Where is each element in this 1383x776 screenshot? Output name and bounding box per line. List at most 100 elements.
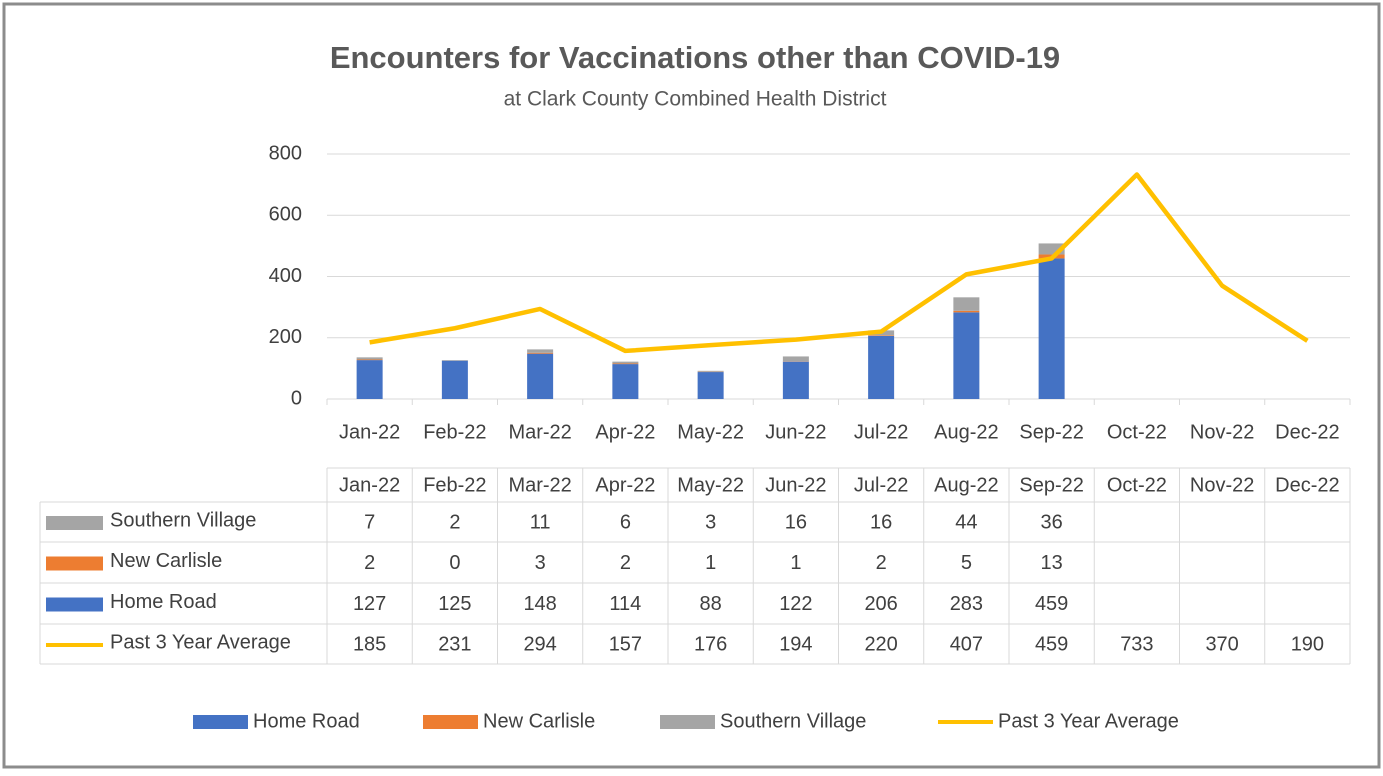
- table-cell: 1: [790, 552, 801, 574]
- x-tick-label: Apr-22: [595, 421, 655, 443]
- table-cell: 370: [1205, 633, 1238, 655]
- bar-segment: [442, 360, 468, 361]
- table-row-label: Past 3 Year Average: [110, 631, 291, 653]
- table-cell: 16: [785, 511, 807, 533]
- table-cell: 6: [620, 511, 631, 533]
- table-cell: 206: [864, 593, 897, 615]
- table-header: Jun-22: [765, 474, 826, 496]
- bar-segment: [357, 359, 383, 360]
- table-cell: 7: [364, 511, 375, 533]
- x-tick-label: May-22: [677, 421, 744, 443]
- table-header: May-22: [677, 474, 744, 496]
- x-tick-label: Mar-22: [508, 421, 571, 443]
- table-cell: 2: [449, 511, 460, 533]
- table-cell: 16: [870, 511, 892, 533]
- table-cell: 194: [779, 633, 812, 655]
- table-header: Mar-22: [508, 474, 571, 496]
- bar-segment: [783, 362, 809, 399]
- table-cell: 190: [1291, 633, 1324, 655]
- table-header: Jan-22: [339, 474, 400, 496]
- legend-label: Home Road: [253, 710, 360, 732]
- table-cell: 157: [609, 633, 642, 655]
- y-tick-label: 400: [269, 265, 302, 287]
- table-row-label: New Carlisle: [110, 550, 222, 572]
- table-cell: 2: [364, 552, 375, 574]
- table-header: Sep-22: [1019, 474, 1084, 496]
- x-tick-label: Dec-22: [1275, 421, 1339, 443]
- bar-segment: [868, 336, 894, 399]
- table-cell: 36: [1041, 511, 1063, 533]
- table-cell: 114: [609, 593, 641, 615]
- legend-label: Past 3 Year Average: [998, 710, 1179, 732]
- bar-segment: [698, 371, 724, 372]
- table-legend-key: [46, 557, 103, 571]
- bar-segment: [783, 356, 809, 361]
- table-cell: 407: [950, 633, 983, 655]
- table-cell: 283: [950, 593, 983, 615]
- x-tick-label: Jun-22: [765, 421, 826, 443]
- bar-segment: [357, 360, 383, 399]
- table-header: Feb-22: [423, 474, 486, 496]
- table-row-label: Home Road: [110, 591, 217, 613]
- bar-segment: [612, 362, 638, 364]
- table-cell: 122: [779, 593, 812, 615]
- x-tick-label: Feb-22: [423, 421, 486, 443]
- y-tick-label: 600: [269, 204, 302, 226]
- x-tick-label: Sep-22: [1019, 421, 1084, 443]
- chart-title: Encounters for Vaccinations other than C…: [330, 40, 1060, 75]
- legend-key: [423, 715, 478, 729]
- bar-segment: [1039, 258, 1065, 399]
- table-header: Aug-22: [934, 474, 999, 496]
- table-cell: 1: [705, 552, 716, 574]
- table-legend-key: [46, 516, 103, 530]
- table-cell: 2: [620, 552, 631, 574]
- table-cell: 733: [1120, 633, 1153, 655]
- bar-segment: [612, 363, 638, 364]
- table-cell: 176: [694, 633, 727, 655]
- legend-key: [660, 715, 715, 729]
- bar-segment: [953, 297, 979, 310]
- chart-subtitle: at Clark County Combined Health District: [504, 88, 887, 111]
- table-cell: 5: [961, 552, 972, 574]
- table-cell: 2: [876, 552, 887, 574]
- table-cell: 0: [449, 552, 460, 574]
- bar-segment: [527, 354, 553, 399]
- y-tick-label: 0: [291, 387, 302, 409]
- x-tick-label: Jan-22: [339, 421, 400, 443]
- legend-key: [193, 715, 248, 729]
- table-cell: 3: [535, 552, 546, 574]
- table-cell: 294: [523, 633, 556, 655]
- table-cell: 459: [1035, 593, 1068, 615]
- bar-segment: [953, 311, 979, 313]
- bar-segment: [612, 364, 638, 399]
- table-header: Apr-22: [595, 474, 655, 496]
- table-header: Oct-22: [1107, 474, 1167, 496]
- table-cell: 44: [955, 511, 977, 533]
- bar-segment: [527, 353, 553, 354]
- bar-segment: [868, 335, 894, 336]
- table-cell: 148: [523, 593, 556, 615]
- table-cell: 220: [864, 633, 897, 655]
- table-cell: 125: [438, 593, 471, 615]
- x-tick-label: Jul-22: [854, 421, 908, 443]
- table-cell: 231: [438, 633, 471, 655]
- bar-segment: [953, 312, 979, 399]
- table-header: Nov-22: [1190, 474, 1254, 496]
- y-tick-label: 200: [269, 326, 302, 348]
- bar-segment: [698, 372, 724, 399]
- table-cell: 127: [353, 593, 386, 615]
- x-tick-label: Nov-22: [1190, 421, 1254, 443]
- bar-segment: [527, 349, 553, 352]
- table-cell: 11: [530, 511, 551, 533]
- table-cell: 88: [700, 593, 722, 615]
- table-header: Dec-22: [1275, 474, 1339, 496]
- table-cell: 185: [353, 633, 386, 655]
- table-header: Jul-22: [854, 474, 908, 496]
- y-tick-label: 800: [269, 142, 302, 164]
- table-row-label: Southern Village: [110, 509, 256, 531]
- table-cell: 459: [1035, 633, 1068, 655]
- bar-segment: [357, 357, 383, 359]
- x-tick-label: Oct-22: [1107, 421, 1167, 443]
- table-cell: 13: [1041, 552, 1063, 574]
